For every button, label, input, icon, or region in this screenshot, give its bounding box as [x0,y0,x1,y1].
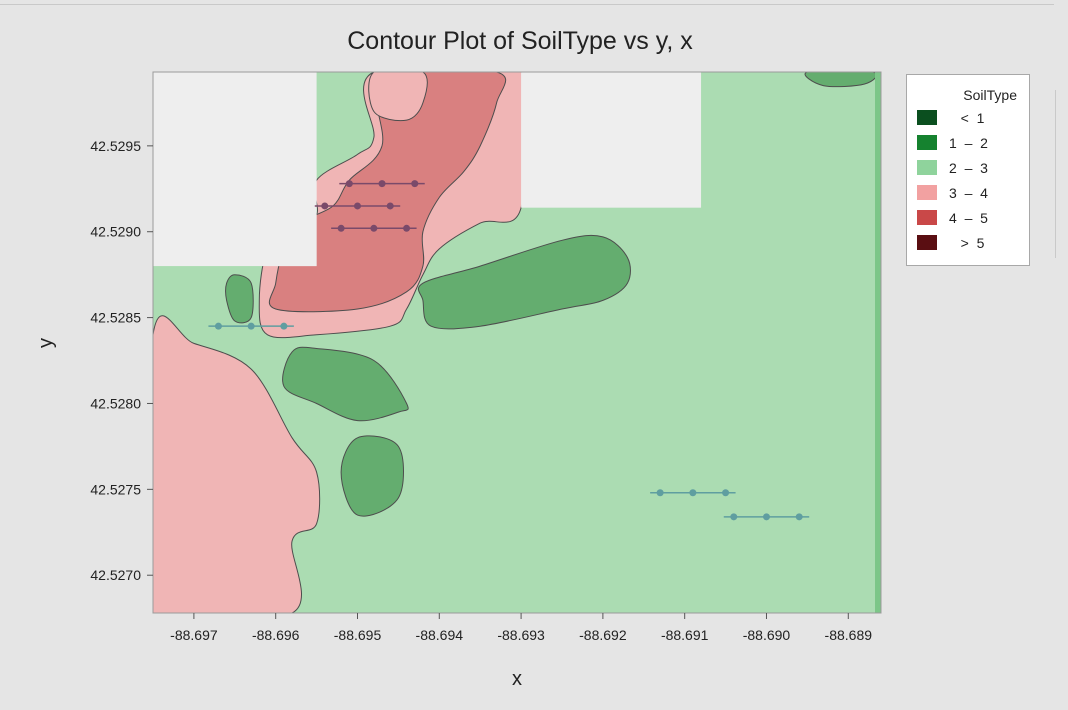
legend-title: SoilType [963,87,1017,103]
contour-region-3-4 [153,315,321,613]
data-point [656,489,664,497]
x-tick-label: -88.690 [743,627,791,643]
x-tick-label: -88.696 [252,627,300,643]
contour-region-1-2 [340,435,404,517]
data-point [403,224,411,232]
data-points [208,180,810,521]
contour-region-1-2 [417,234,631,330]
contour-region-3-4 [368,72,428,121]
legend-label: > 5 [949,235,985,251]
legend-label: < 1 [949,110,985,126]
contour-region-1-2 [804,72,878,88]
data-point [386,202,394,210]
data-point [795,513,803,521]
data-point [353,202,361,210]
legend-swatch [917,160,937,175]
data-point [378,180,386,188]
data-point [370,224,378,232]
legend-item: > 5 [917,235,1025,252]
masked-region [267,169,317,267]
y-tick-label: 42.5270 [90,567,141,583]
legend-divider [1055,90,1056,258]
data-point [762,513,770,521]
legend: SoilType < 1 1 – 2 2 – 3 3 – 4 4 – 5 > 5 [906,74,1030,266]
top-divider [0,4,1054,5]
data-series [314,202,401,210]
legend-swatch [917,185,937,200]
masked-region [521,72,702,208]
legend-item: < 1 [917,110,1025,127]
contour-region-1-2 [282,346,409,422]
plot-frame [152,71,882,614]
data-series [650,489,736,497]
y-tick-label: 42.5295 [90,138,141,154]
data-point [689,489,697,497]
masked-regions [153,72,702,267]
y-tick-label: 42.5280 [90,395,141,411]
data-series [723,513,810,521]
legend-item: 3 – 4 [917,185,1025,202]
chart-title: Contour Plot of SoilType vs y, x [347,27,693,55]
data-point [337,224,345,232]
y-tick-label: 42.5275 [90,481,141,497]
legend-item: 1 – 2 [917,135,1025,152]
data-point [345,180,353,188]
x-tick-label: -88.691 [661,627,709,643]
y-tick-label: 42.5285 [90,310,141,326]
legend-swatch [917,135,937,150]
data-point [214,322,222,330]
legend-item: 4 – 5 [917,210,1025,227]
data-point [321,202,329,210]
axes: -88.697 -88.696 -88.695 -88.694 -88.693 -88.6… [90,138,872,643]
contour-region-1-2 [225,274,254,324]
edge-strip [875,72,881,613]
y-axis-label: y [35,338,57,348]
data-point [730,513,738,521]
x-tick-label: -88.697 [170,627,218,643]
data-series [331,224,417,232]
legend-label: 4 – 5 [949,210,988,226]
legend-item: 2 – 3 [917,160,1025,177]
legend-label: 2 – 3 [949,160,988,176]
y-tick-label: 42.5290 [90,224,141,240]
x-tick-label: -88.694 [416,627,464,643]
x-axis-label: x [512,668,522,690]
x-tick-label: -88.695 [334,627,382,643]
x-tick-label: -88.692 [579,627,627,643]
data-point [722,489,730,497]
legend-label: 1 – 2 [949,135,988,151]
x-tick-label: -88.689 [825,627,873,643]
data-point [247,322,255,330]
legend-swatch [917,235,937,250]
data-series [339,180,425,188]
data-point [280,322,288,330]
data-point [411,180,419,188]
legend-swatch [917,110,937,125]
data-series [208,322,294,330]
legend-label: 3 – 4 [949,185,988,201]
x-tick-label: -88.693 [497,627,545,643]
legend-swatch [917,210,937,225]
